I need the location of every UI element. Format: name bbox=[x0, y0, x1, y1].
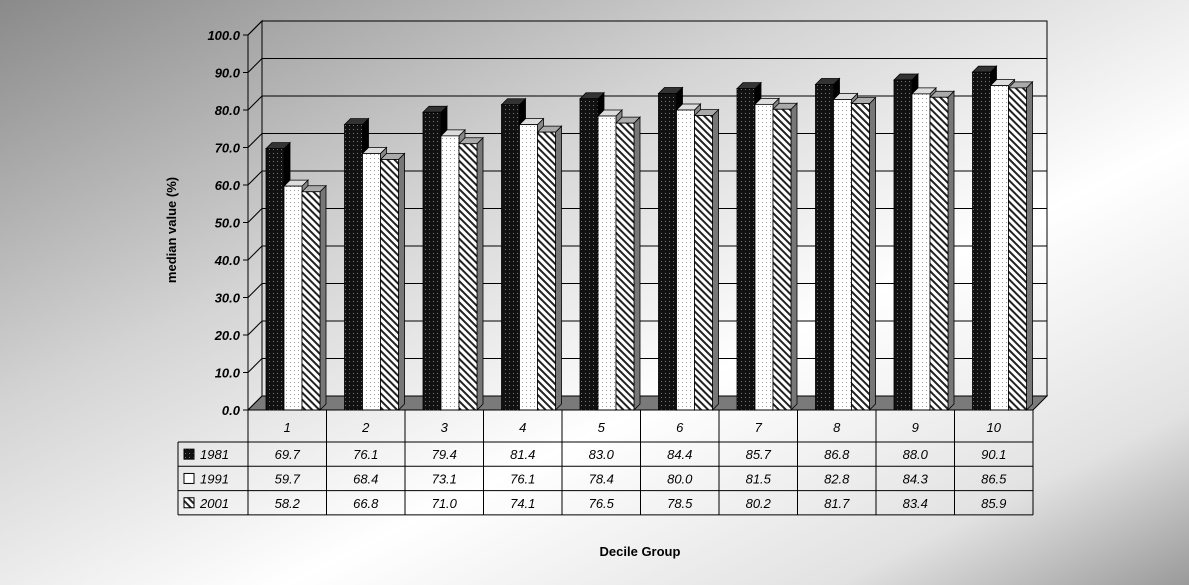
data-label: 83.4 bbox=[903, 496, 928, 511]
legend-label-1991: 1991 bbox=[200, 471, 229, 486]
data-label: 74.1 bbox=[510, 496, 535, 511]
data-label: 86.8 bbox=[824, 447, 850, 462]
data-label: 79.4 bbox=[432, 447, 457, 462]
bar-2001-6 bbox=[693, 108, 720, 411]
legend-label-1981: 1981 bbox=[200, 447, 229, 462]
data-label: 69.7 bbox=[275, 447, 301, 462]
data-label: 76.1 bbox=[510, 471, 535, 486]
y-tick-label: 90.0 bbox=[215, 66, 241, 81]
data-label: 81.7 bbox=[824, 496, 850, 511]
gridline-side bbox=[247, 95, 263, 111]
gridline-side bbox=[247, 20, 263, 36]
y-axis-label: median value (%) bbox=[164, 177, 179, 283]
legend-label-2001: 2001 bbox=[199, 496, 229, 511]
legend-key-1991 bbox=[183, 472, 195, 484]
gridline-side bbox=[247, 283, 263, 298]
data-label: 88.0 bbox=[903, 447, 929, 462]
data-label: 83.0 bbox=[589, 447, 615, 462]
x-tick-label: 5 bbox=[598, 420, 606, 435]
bars bbox=[265, 65, 1034, 411]
gridline-side bbox=[247, 245, 263, 261]
data-label: 84.3 bbox=[903, 471, 929, 486]
y-tick-label: 10.0 bbox=[215, 366, 241, 381]
data-label: 78.5 bbox=[667, 496, 693, 511]
data-label: 85.7 bbox=[746, 447, 772, 462]
y-tick-label: 100.0 bbox=[207, 28, 240, 43]
data-label: 68.4 bbox=[353, 471, 378, 486]
gridline-side bbox=[247, 133, 263, 148]
x-tick-label: 6 bbox=[676, 420, 684, 435]
data-table: 1 2 3 4 5 6 7 8 9 10 1981 69.7 76.1 79.4 81.4 83.0 84.4 8… bbox=[177, 409, 1034, 516]
x-tick-label: 1 bbox=[284, 420, 291, 435]
data-label: 80.2 bbox=[746, 496, 772, 511]
bar-2001-2 bbox=[379, 152, 406, 411]
data-label: 73.1 bbox=[432, 471, 457, 486]
gridline-side bbox=[247, 320, 263, 336]
bar-2001-10 bbox=[1007, 80, 1034, 411]
bar-2001-7 bbox=[772, 102, 798, 411]
y-tick-label: 40.0 bbox=[214, 253, 241, 268]
y-tick-label: 60.0 bbox=[215, 178, 241, 193]
gridline-side bbox=[247, 358, 263, 373]
bar-2001-9 bbox=[929, 90, 955, 411]
legend-key-2001 bbox=[183, 497, 195, 509]
bar-2001-5 bbox=[615, 116, 641, 411]
data-label: 81.4 bbox=[510, 447, 535, 462]
x-tick-label: 2 bbox=[361, 420, 370, 435]
y-axis: 0.0 10.0 20.0 30.0 40.0 50.0 60.0 70.0 80.0 90.0 1… bbox=[207, 28, 249, 418]
y-tick-label: 30.0 bbox=[215, 291, 241, 306]
data-label: 85.9 bbox=[981, 496, 1006, 511]
x-tick-label: 4 bbox=[519, 420, 526, 435]
x-tick-label: 9 bbox=[912, 420, 919, 435]
data-label: 80.0 bbox=[667, 471, 693, 486]
x-axis-label: Decile Group bbox=[600, 544, 681, 559]
gridline-side bbox=[247, 170, 263, 186]
x-tick-label: 8 bbox=[833, 420, 841, 435]
data-label: 82.8 bbox=[824, 471, 850, 486]
bar-2001-8 bbox=[850, 96, 877, 411]
data-label: 66.8 bbox=[353, 496, 379, 511]
data-label: 71.0 bbox=[432, 496, 458, 511]
gridline-side bbox=[247, 58, 263, 73]
x-tick-label: 7 bbox=[755, 420, 763, 435]
legend-key-1981 bbox=[183, 448, 195, 460]
bar-2001-1 bbox=[301, 184, 327, 411]
data-label: 84.4 bbox=[667, 447, 692, 462]
data-label: 81.5 bbox=[746, 471, 772, 486]
data-label: 86.5 bbox=[981, 471, 1007, 486]
x-tick-label: 10 bbox=[987, 420, 1002, 435]
gridline-side bbox=[247, 208, 263, 223]
data-label: 59.7 bbox=[275, 471, 301, 486]
data-label: 76.5 bbox=[589, 496, 615, 511]
x-tick-label: 3 bbox=[441, 420, 449, 435]
data-label: 78.4 bbox=[589, 471, 614, 486]
bar-2001-4 bbox=[536, 125, 563, 411]
y-tick-label: 20.0 bbox=[214, 328, 241, 343]
y-tick-label: 0.0 bbox=[222, 403, 241, 418]
y-tick-label: 50.0 bbox=[215, 216, 241, 231]
y-tick-label: 80.0 bbox=[215, 103, 241, 118]
data-label: 58.2 bbox=[275, 496, 301, 511]
bar-2001-3 bbox=[458, 136, 484, 411]
data-label: 90.1 bbox=[981, 447, 1006, 462]
data-label: 76.1 bbox=[353, 447, 378, 462]
y-tick-label: 70.0 bbox=[215, 141, 241, 156]
